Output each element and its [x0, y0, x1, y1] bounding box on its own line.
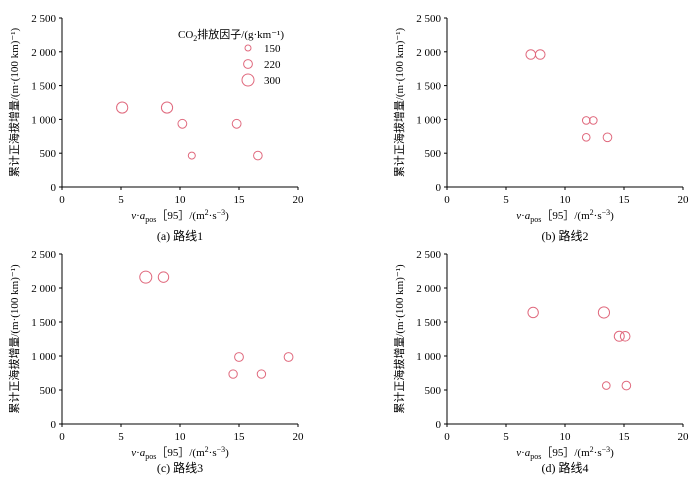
data-point [283, 352, 294, 362]
x-tick-label: 10 [175, 194, 187, 206]
y-tick-label: 0 [51, 419, 57, 431]
data-point [589, 116, 598, 125]
legend-label: 220 [264, 59, 281, 71]
data-point [602, 132, 613, 143]
y-tick-label: 2 500 [31, 13, 56, 25]
x-axis-label: v·apos［95］/(m2·s−3) [131, 208, 229, 224]
y-tick-label: 1 000 [31, 351, 56, 363]
data-point [157, 271, 170, 283]
y-axis-label: 累计正海拔增量/(m·(100 km)⁻¹) [7, 264, 21, 414]
data-point [139, 270, 153, 284]
panel-2: 0 5 10 15 20 0 500 1 000 1 500 2 000 2 500 v·apos［9… [392, 13, 689, 243]
x-tick-label: 0 [59, 431, 65, 443]
x-tick-label: 10 [175, 431, 187, 443]
y-tick-label: 1 500 [31, 317, 56, 329]
x-axis-label: v·apos［95］/(m2·s−3) [516, 208, 614, 224]
y-axis-label: 累计正海拔增量/(m·(100 km)⁻¹) [392, 27, 406, 177]
y-tick-label: 500 [425, 385, 442, 397]
data-point [116, 101, 129, 114]
data-point [256, 369, 267, 379]
y-tick-label: 2 500 [416, 13, 441, 25]
data-point [525, 49, 537, 60]
data-point [597, 306, 611, 319]
x-tick-label: 15 [619, 431, 631, 443]
x-tick-label: 5 [118, 194, 124, 206]
data-point [581, 133, 591, 142]
x-tick-label: 10 [560, 194, 572, 206]
legend-marker [243, 59, 253, 69]
x-tick-label: 15 [234, 431, 246, 443]
x-tick-label: 10 [560, 431, 572, 443]
x-tick-label: 0 [59, 194, 65, 206]
data-point [177, 118, 188, 129]
y-tick-label: 2 500 [31, 249, 56, 261]
data-point [228, 369, 238, 379]
legend: CO2排放因子/(g·km⁻¹)150 220 300 [178, 27, 284, 87]
x-axis-label: v·apos［95］/(m2·s−3) [131, 445, 229, 461]
y-tick-label: 500 [40, 148, 57, 160]
data-point [621, 380, 632, 391]
legend-title: CO2排放因子/(g·km⁻¹) [178, 27, 284, 43]
x-tick-label: 0 [444, 431, 450, 443]
y-tick-label: 500 [425, 148, 442, 160]
y-tick-label: 2 500 [416, 249, 441, 261]
data-point [527, 306, 539, 319]
y-tick-label: 1 500 [416, 317, 441, 329]
y-tick-label: 500 [40, 385, 57, 397]
panel-4: 0 5 10 15 20 0 500 1 000 1 500 2 000 2 500 v·apos［9… [392, 249, 689, 475]
data-point [602, 381, 611, 390]
y-tick-label: 1 000 [416, 114, 441, 126]
data-point [613, 330, 625, 342]
x-tick-label: 5 [503, 194, 509, 206]
y-tick-label: 1 500 [31, 81, 56, 93]
legend-label: 300 [264, 75, 281, 87]
y-axis-label: 累计正海拔增量/(m·(100 km)⁻¹) [392, 264, 406, 414]
x-tick-label: 20 [293, 194, 305, 206]
data-point [581, 116, 591, 125]
panel-caption: (b) 路线2 [542, 228, 589, 243]
y-tick-label: 1 000 [31, 114, 56, 126]
x-tick-label: 20 [678, 431, 690, 443]
x-tick-label: 20 [293, 431, 305, 443]
panel-3: 0 5 10 15 20 0 500 1 000 1 500 2 000 2 500 v·apos［9… [7, 249, 304, 475]
y-tick-label: 0 [436, 419, 442, 431]
y-axis-label: 累计正海拔增量/(m·(100 km)⁻¹) [7, 27, 21, 177]
data-point [253, 150, 263, 161]
y-tick-label: 0 [51, 182, 57, 194]
y-tick-label: 2 000 [31, 283, 56, 295]
y-tick-label: 1 000 [416, 351, 441, 363]
y-tick-label: 2 000 [31, 47, 56, 59]
data-point [160, 101, 174, 114]
x-tick-label: 15 [234, 194, 246, 206]
data-point [534, 49, 546, 60]
data-point [234, 352, 244, 362]
panel-caption: (d) 路线4 [542, 460, 589, 475]
y-tick-label: 1 500 [416, 81, 441, 93]
x-tick-label: 5 [503, 431, 509, 443]
legend-marker [241, 73, 255, 87]
legend-label: 150 [264, 43, 281, 55]
y-tick-label: 2 000 [416, 283, 441, 295]
panel-caption: (a) 路线1 [157, 228, 203, 243]
data-point [619, 330, 631, 342]
y-tick-label: 0 [436, 182, 442, 194]
panel-caption: (c) 路线3 [157, 460, 203, 475]
x-tick-label: 20 [678, 194, 690, 206]
legend-marker [244, 44, 252, 52]
x-tick-label: 5 [118, 431, 124, 443]
x-tick-label: 0 [444, 194, 450, 206]
y-tick-label: 2 000 [416, 47, 441, 59]
panel-1: 0 5 10 15 20 0 500 1 000 1 500 2 000 2 500 v·apos［9… [7, 13, 304, 243]
data-point [187, 151, 196, 160]
data-point [231, 118, 242, 129]
x-axis-label: v·apos［95］/(m2·s−3) [516, 445, 614, 461]
x-tick-label: 15 [619, 194, 631, 206]
